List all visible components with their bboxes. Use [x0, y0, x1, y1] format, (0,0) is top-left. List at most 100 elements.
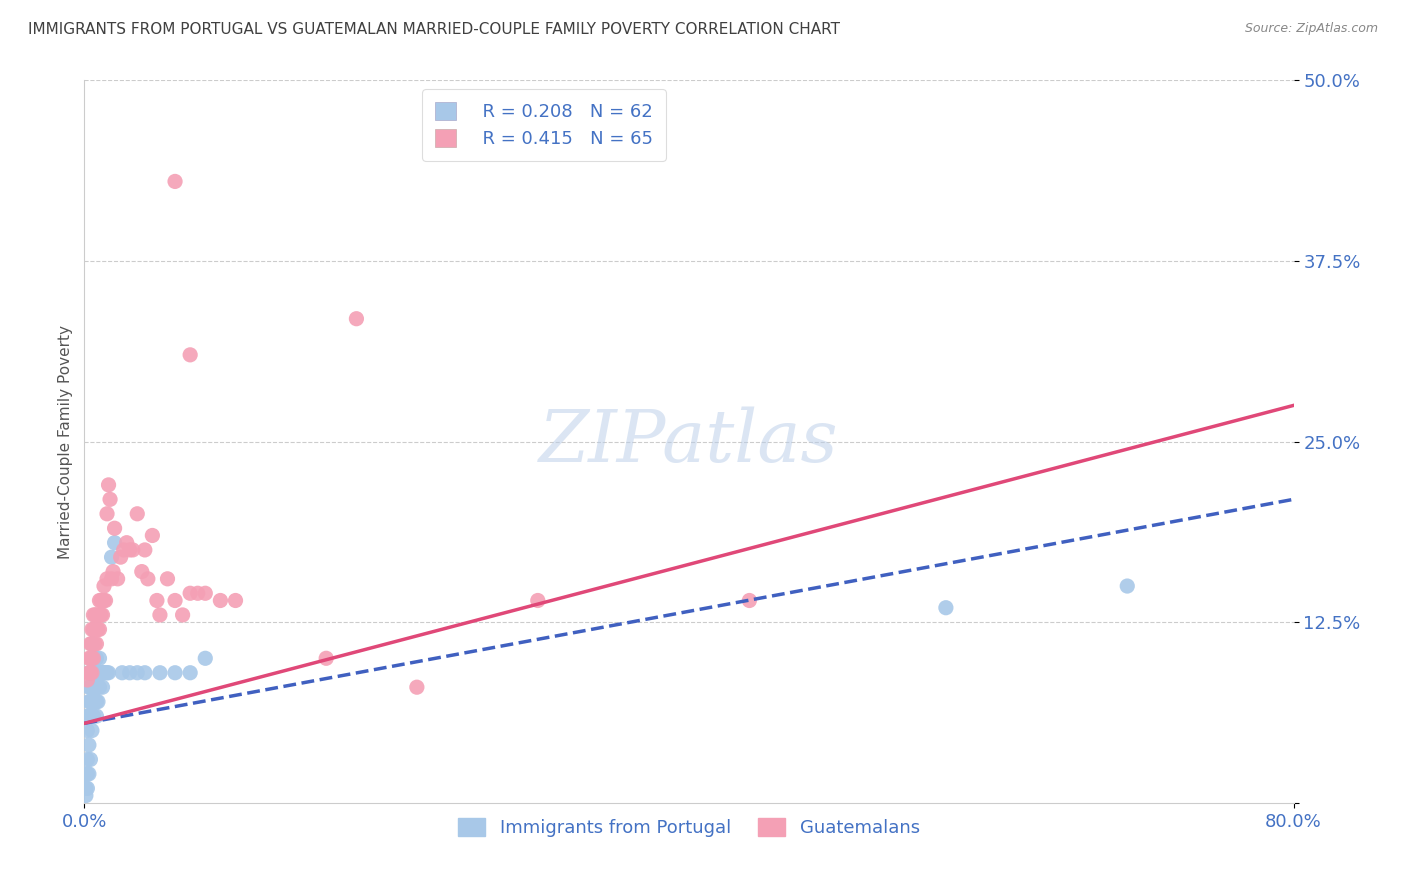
Point [149, 607, 172, 622]
Point [97, 478, 120, 492]
Point [82, 680, 104, 694]
Point [82, 637, 104, 651]
Point [80, 723, 103, 738]
Point [75, 789, 97, 803]
Point [91, 680, 114, 694]
Point [87, 695, 110, 709]
Point [179, 348, 201, 362]
Point [194, 586, 217, 600]
Point [127, 507, 149, 521]
Point [80, 665, 103, 680]
Point [96, 507, 118, 521]
Point [225, 593, 247, 607]
Point [76, 752, 98, 766]
Point [82, 665, 104, 680]
Point [165, 174, 187, 188]
Point [76, 723, 98, 738]
Point [80, 665, 103, 680]
Point [97, 665, 120, 680]
Point [77, 665, 100, 680]
Point [79, 637, 101, 651]
Point [86, 623, 108, 637]
Point [82, 623, 104, 637]
Point [134, 665, 156, 680]
Point [75, 781, 97, 796]
Point [89, 593, 111, 607]
Point [115, 535, 138, 549]
Point [86, 695, 108, 709]
Point [100, 550, 122, 565]
Point [91, 665, 114, 680]
Point [406, 680, 429, 694]
Point [141, 528, 163, 542]
Point [93, 665, 115, 680]
Point [90, 665, 112, 680]
Point [209, 593, 232, 607]
Point [118, 665, 141, 680]
Point [86, 651, 108, 665]
Point [187, 586, 209, 600]
Point [79, 709, 101, 723]
Point [82, 651, 104, 665]
Point [76, 767, 98, 781]
Point [96, 572, 118, 586]
Text: ZIPatlas: ZIPatlas [538, 406, 839, 477]
Point [91, 593, 114, 607]
Point [79, 665, 101, 680]
Point [84, 680, 107, 694]
Point [82, 607, 104, 622]
Point [94, 665, 117, 680]
Point [98, 492, 121, 507]
Point [79, 651, 101, 665]
Point [131, 565, 153, 579]
Point [527, 593, 550, 607]
Point [84, 695, 107, 709]
Point [76, 709, 98, 723]
Point [80, 651, 103, 665]
Point [346, 311, 368, 326]
Point [84, 607, 107, 622]
Point [127, 665, 149, 680]
Point [75, 767, 97, 781]
Point [80, 651, 103, 665]
Point [84, 637, 107, 651]
Point [77, 738, 100, 752]
Point [77, 767, 100, 781]
Point [79, 752, 101, 766]
Point [79, 680, 101, 694]
Point [80, 695, 103, 709]
Point [89, 680, 111, 694]
Point [110, 550, 132, 565]
Point [94, 593, 117, 607]
Point [136, 572, 159, 586]
Point [107, 572, 129, 586]
Point [77, 665, 100, 680]
Point [104, 521, 127, 535]
Point [1116, 579, 1139, 593]
Point [156, 572, 179, 586]
Point [89, 665, 111, 680]
Point [79, 665, 101, 680]
Point [738, 593, 761, 607]
Point [112, 542, 135, 557]
Legend: Immigrants from Portugal, Guatemalans: Immigrants from Portugal, Guatemalans [451, 811, 927, 845]
Point [315, 651, 337, 665]
Point [86, 637, 108, 651]
Point [77, 695, 100, 709]
Point [84, 623, 107, 637]
Point [100, 572, 122, 586]
Point [82, 709, 104, 723]
Point [179, 586, 201, 600]
Point [179, 665, 201, 680]
Point [134, 542, 156, 557]
Point [165, 593, 187, 607]
Point [104, 535, 127, 549]
Point [172, 607, 194, 622]
Point [76, 781, 98, 796]
Point [84, 665, 107, 680]
Point [80, 623, 103, 637]
Point [77, 651, 100, 665]
Point [118, 542, 141, 557]
Point [121, 542, 143, 557]
Point [96, 665, 118, 680]
